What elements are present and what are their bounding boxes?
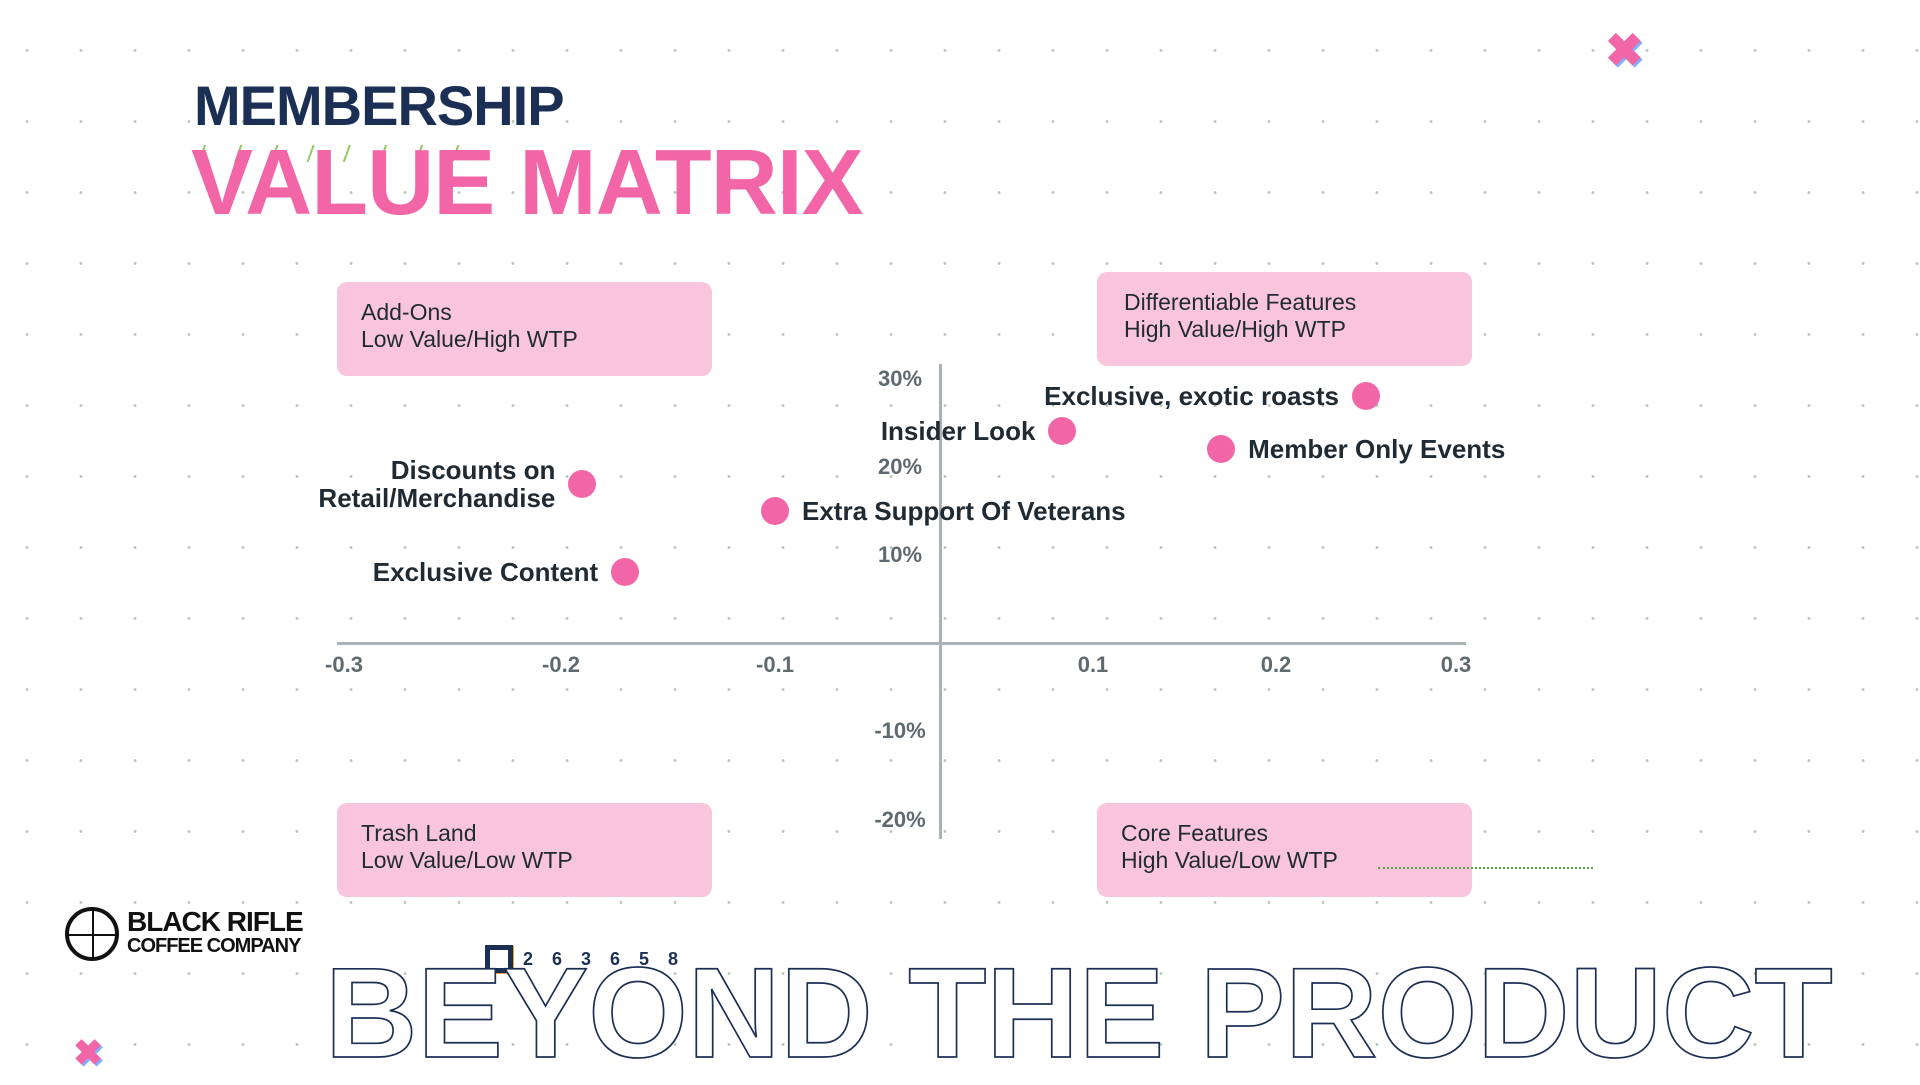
quadrant-name: Add-Ons — [361, 299, 452, 325]
quadrant-desc: Low Value/High WTP — [361, 326, 578, 352]
data-point — [611, 558, 640, 587]
data-point-label: Exclusive Content — [372, 557, 599, 588]
title-line1: MEMBERSHIP — [194, 74, 565, 137]
code-strip: 2 6 3 6 5 8 — [485, 945, 685, 973]
title-line2: VALUE MATRIX — [191, 130, 864, 234]
y-tick: 10% — [877, 542, 923, 567]
y-tick: -10% — [874, 718, 926, 743]
y-tick: 30% — [877, 366, 923, 391]
x-axis — [337, 642, 1466, 645]
x-mark-icon: ✖ — [73, 1032, 104, 1073]
code-text: 2 6 3 6 5 8 — [523, 948, 686, 969]
x-tick: -0.2 — [542, 652, 580, 677]
x-tick: 0.2 — [1260, 652, 1292, 677]
quadrant-name: Core Features — [1121, 820, 1269, 846]
y-tick: -20% — [874, 807, 926, 832]
x-tick: 0.1 — [1077, 652, 1109, 677]
footer-outline-text: BEYOND THE PRODUCT — [324, 942, 1833, 1085]
x-tick: -0.3 — [325, 652, 363, 677]
quadrant-desc: Low Value/Low WTP — [361, 847, 573, 873]
square-icon — [485, 945, 513, 973]
data-point-label: Member Only Events — [1248, 434, 1506, 465]
x-mark-icon: ✖ — [1605, 24, 1644, 76]
data-point-label: Exclusive, exotic roasts — [1044, 381, 1339, 412]
quadrant-desc: High Value/High WTP — [1124, 316, 1346, 342]
brand-line2: COFFEE COMPANY — [127, 935, 301, 957]
x-tick: 0.3 — [1440, 652, 1472, 677]
data-point — [568, 470, 597, 499]
quadrant-name: Differentiable Features — [1124, 289, 1357, 315]
brand-line1: BLACK RIFLE — [127, 906, 304, 937]
logo-monogram-icon — [65, 907, 119, 961]
dotted-line — [1378, 867, 1593, 869]
quadrant-add-ons: Add-Ons Low Value/High WTP — [337, 282, 712, 376]
quadrant-core: Core Features High Value/Low WTP — [1097, 803, 1472, 897]
data-point — [1048, 417, 1077, 446]
quadrant-differentiable: Differentiable Features High Value/High … — [1097, 272, 1472, 366]
data-point — [761, 496, 789, 525]
data-point-label: Insider Look — [880, 416, 1036, 447]
quadrant-name: Trash Land — [361, 820, 477, 846]
brand-logo: BLACK RIFLE COFFEE COMPANY — [65, 906, 304, 961]
quadrant-desc: High Value/Low WTP — [1121, 847, 1338, 873]
data-point — [1352, 382, 1380, 411]
data-point-label: Extra Support Of Veterans — [802, 495, 1126, 526]
y-tick: 20% — [877, 454, 923, 479]
x-tick: -0.1 — [756, 652, 794, 677]
y-axis — [939, 364, 942, 839]
hatch-decoration — [186, 145, 475, 162]
data-point — [1207, 435, 1236, 464]
quadrant-trash-land: Trash Land Low Value/Low WTP — [337, 803, 712, 897]
data-point-label: Discounts on Retail/Merchandise — [318, 455, 556, 514]
